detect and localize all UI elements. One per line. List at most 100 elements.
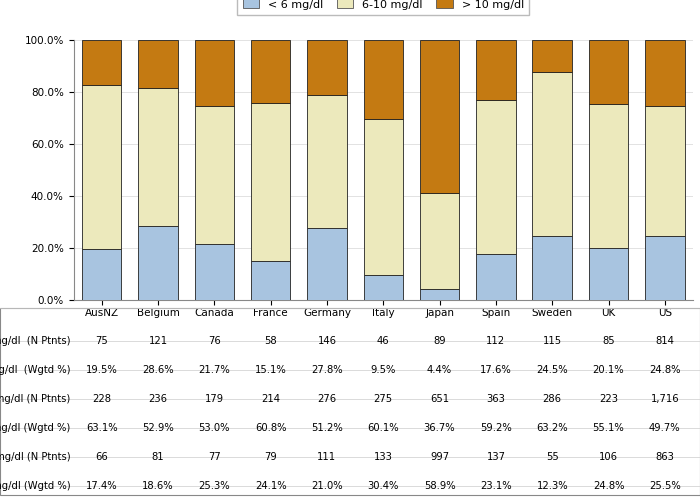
Text: 81: 81 [152, 452, 164, 462]
Text: 17.6%: 17.6% [480, 365, 512, 375]
Text: 79: 79 [264, 452, 277, 462]
Text: 997: 997 [430, 452, 449, 462]
Bar [82, 40, 121, 85]
Text: 137: 137 [486, 452, 505, 462]
Text: 58: 58 [265, 336, 277, 346]
Text: 76: 76 [208, 336, 220, 346]
Text: 24.8%: 24.8% [593, 480, 624, 490]
Legend: < 6 mg/dl, 6-10 mg/dl, > 10 mg/dl: < 6 mg/dl, 6-10 mg/dl, > 10 mg/dl [237, 0, 529, 15]
Text: 651: 651 [430, 394, 449, 404]
Text: 112: 112 [486, 336, 505, 346]
Text: 1,716: 1,716 [650, 394, 679, 404]
Text: 4.4%: 4.4% [427, 365, 452, 375]
Text: 6-10 mg/dl (Wgtd %): 6-10 mg/dl (Wgtd %) [0, 423, 71, 433]
Bar [195, 244, 234, 300]
Bar [251, 260, 290, 300]
Text: 18.6%: 18.6% [142, 480, 174, 490]
Bar [533, 72, 572, 236]
Text: 15.1%: 15.1% [255, 365, 286, 375]
Text: 52.9%: 52.9% [142, 423, 174, 433]
Bar [251, 40, 290, 102]
Bar [307, 94, 346, 228]
Text: 49.7%: 49.7% [649, 423, 680, 433]
Text: 60.1%: 60.1% [368, 423, 399, 433]
Bar [363, 119, 403, 276]
Text: 286: 286 [542, 394, 561, 404]
Text: > 10 mg/dl (Wgtd %): > 10 mg/dl (Wgtd %) [0, 480, 71, 490]
Text: 60.8%: 60.8% [255, 423, 286, 433]
Text: 59.2%: 59.2% [480, 423, 512, 433]
Bar [420, 288, 459, 300]
Bar [139, 226, 178, 300]
Bar [195, 40, 234, 106]
Bar [589, 40, 628, 104]
Bar [139, 88, 178, 226]
Text: 20.1%: 20.1% [593, 365, 624, 375]
Text: 36.7%: 36.7% [424, 423, 456, 433]
Bar [476, 100, 516, 254]
Text: 12.3%: 12.3% [536, 480, 568, 490]
Bar [420, 193, 459, 288]
Text: 28.6%: 28.6% [142, 365, 174, 375]
Text: 111: 111 [317, 452, 337, 462]
Text: 89: 89 [433, 336, 446, 346]
Text: > 10 mg/dl (N Ptnts): > 10 mg/dl (N Ptnts) [0, 452, 71, 462]
Bar [645, 40, 685, 106]
Text: 77: 77 [208, 452, 220, 462]
Text: 179: 179 [204, 394, 224, 404]
Bar [82, 85, 121, 249]
Text: 19.5%: 19.5% [86, 365, 118, 375]
Text: 121: 121 [148, 336, 167, 346]
Text: 275: 275 [374, 394, 393, 404]
Text: 85: 85 [602, 336, 615, 346]
Text: 17.4%: 17.4% [86, 480, 118, 490]
Bar [589, 248, 628, 300]
Bar [363, 276, 403, 300]
Text: 58.9%: 58.9% [424, 480, 456, 490]
Text: < 6 mg/dl  (Wgtd %): < 6 mg/dl (Wgtd %) [0, 365, 71, 375]
Text: 133: 133 [374, 452, 393, 462]
Bar [307, 40, 346, 94]
Text: 24.1%: 24.1% [255, 480, 286, 490]
Text: 30.4%: 30.4% [368, 480, 399, 490]
Text: 21.7%: 21.7% [198, 365, 230, 375]
Text: 236: 236 [148, 394, 167, 404]
Text: 23.1%: 23.1% [480, 480, 512, 490]
Text: 25.5%: 25.5% [649, 480, 680, 490]
Text: 53.0%: 53.0% [199, 423, 230, 433]
Text: 75: 75 [95, 336, 108, 346]
Text: < 6 mg/dl  (N Ptnts): < 6 mg/dl (N Ptnts) [0, 336, 71, 346]
Text: 21.0%: 21.0% [311, 480, 343, 490]
Text: 55.1%: 55.1% [593, 423, 624, 433]
Text: 27.8%: 27.8% [311, 365, 343, 375]
Text: 276: 276 [317, 394, 337, 404]
Bar [533, 236, 572, 300]
Bar [533, 40, 572, 72]
Text: 863: 863 [655, 452, 674, 462]
Text: 6-10 mg/dl (N Ptnts): 6-10 mg/dl (N Ptnts) [0, 394, 71, 404]
Text: 106: 106 [599, 452, 618, 462]
Bar [307, 228, 346, 300]
Bar [589, 104, 628, 248]
Bar [82, 250, 121, 300]
Text: 63.2%: 63.2% [536, 423, 568, 433]
Bar [645, 106, 685, 236]
Text: 24.8%: 24.8% [649, 365, 680, 375]
Text: 46: 46 [377, 336, 390, 346]
Text: 814: 814 [655, 336, 674, 346]
Text: 228: 228 [92, 394, 111, 404]
Bar [139, 40, 178, 88]
Bar [363, 40, 403, 119]
Text: 146: 146 [317, 336, 337, 346]
Text: 55: 55 [546, 452, 559, 462]
Text: 51.2%: 51.2% [311, 423, 343, 433]
Text: 66: 66 [95, 452, 108, 462]
Bar [476, 40, 516, 100]
Text: 63.1%: 63.1% [86, 423, 118, 433]
Text: 115: 115 [542, 336, 562, 346]
Bar [645, 236, 685, 300]
Text: 223: 223 [599, 394, 618, 404]
Bar [420, 40, 459, 193]
Text: 9.5%: 9.5% [370, 365, 396, 375]
Bar [251, 102, 290, 260]
